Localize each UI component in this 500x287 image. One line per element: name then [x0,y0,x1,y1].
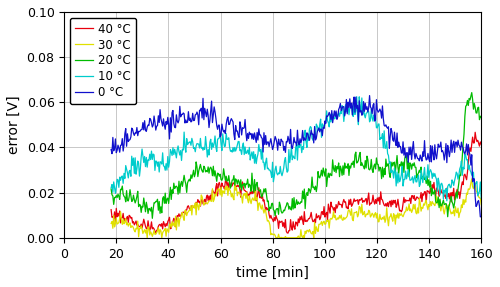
40 °C [478,142,484,146]
40 °C [136,225,142,228]
10 °C [478,197,484,200]
30 °C [448,212,454,216]
40 °C [448,200,454,203]
20 °C [478,116,484,119]
Line: 40 °C: 40 °C [111,132,481,233]
10 °C [366,110,372,113]
10 °C [444,199,450,203]
Line: 30 °C: 30 °C [111,179,481,238]
40 °C [472,131,478,134]
0 °C [402,146,408,150]
0 °C [394,131,400,135]
10 °C [449,178,455,182]
20 °C [468,91,474,94]
20 °C [136,203,142,206]
30 °C [136,227,142,230]
30 °C [468,177,474,181]
30 °C [144,236,150,239]
Legend: 40 °C, 30 °C, 20 °C, 10 °C, 0 °C: 40 °C, 30 °C, 20 °C, 10 °C, 0 °C [70,18,136,104]
40 °C [324,211,330,214]
X-axis label: time [min]: time [min] [236,266,309,280]
20 °C [448,195,454,198]
10 °C [136,174,142,178]
0 °C [478,215,484,219]
40 °C [108,208,114,212]
40 °C [153,232,159,235]
0 °C [448,138,454,142]
10 °C [323,119,329,123]
40 °C [402,201,408,204]
0 °C [136,130,142,133]
30 °C [108,222,114,225]
20 °C [402,157,408,160]
30 °C [394,216,400,220]
20 °C [108,187,114,191]
Line: 10 °C: 10 °C [111,97,481,201]
0 °C [365,110,371,114]
10 °C [354,95,360,98]
20 °C [366,167,372,171]
Line: 20 °C: 20 °C [111,93,481,218]
20 °C [394,154,400,157]
30 °C [324,218,330,222]
30 °C [402,210,408,214]
40 °C [366,191,372,195]
10 °C [108,186,114,189]
20 °C [324,185,330,188]
40 °C [394,203,400,206]
30 °C [366,209,372,212]
10 °C [402,178,408,181]
0 °C [323,122,329,125]
0 °C [478,215,484,218]
Line: 0 °C: 0 °C [111,96,481,217]
0 °C [366,94,372,97]
0 °C [108,148,114,151]
20 °C [150,217,156,220]
10 °C [394,170,400,174]
Y-axis label: error [V]: error [V] [7,96,21,154]
30 °C [478,203,484,207]
